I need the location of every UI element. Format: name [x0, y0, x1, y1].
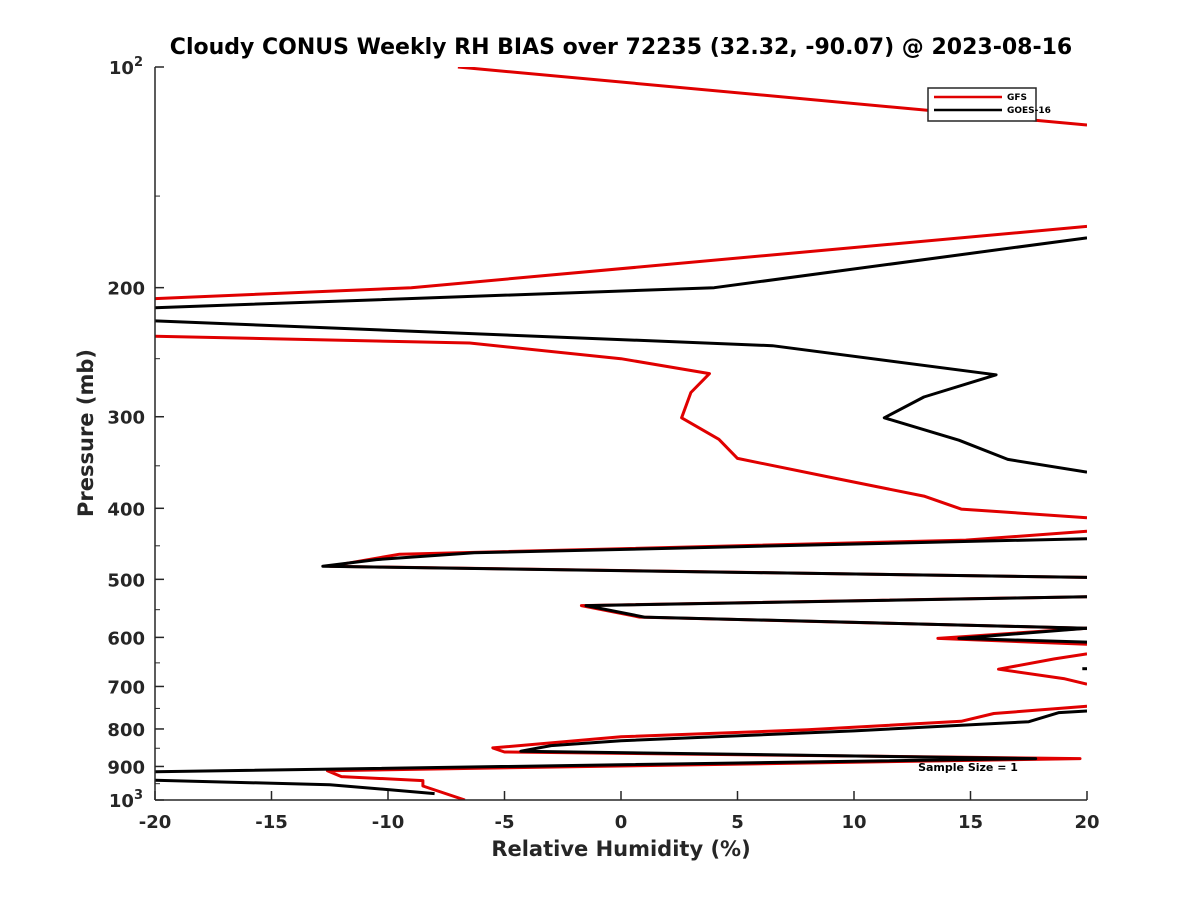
- x-tick-label: 15: [958, 812, 983, 833]
- y-tick-label: 500: [107, 570, 145, 591]
- x-tick-label: -10: [372, 812, 405, 833]
- legend-label-gfs: GFS: [1007, 93, 1027, 103]
- y-tick-label: 800: [107, 720, 145, 741]
- series-line-goes16-segment-7: [155, 778, 435, 796]
- series-line-goes16-segment-6: [155, 709, 1087, 774]
- y-tick-label: 900: [107, 757, 145, 778]
- legend-label-goes16: GOES-16: [1007, 106, 1051, 116]
- series-line-goes16-segment-2: [321, 537, 1087, 579]
- y-ticks: 102 200 300 400 500 600 700 800 900 103: [107, 55, 164, 812]
- series-line-goes16-segment-0: [155, 236, 1087, 310]
- series-line-goes16-segment-4: [957, 626, 1087, 644]
- x-tick-label: -5: [495, 812, 515, 833]
- series-line-goes16-segment-3: [584, 595, 1087, 630]
- legend: GFS GOES-16: [927, 87, 1051, 122]
- series-line-gfs-segment-6: [997, 652, 1087, 686]
- series-line-goes16-segment-1: [155, 319, 1087, 474]
- series-line-gfs-segment-1: [155, 224, 1087, 301]
- chart-title: Cloudy CONUS Weekly RH BIAS over 72235 (…: [170, 35, 1072, 60]
- y-axis-label: Pressure (mb): [74, 349, 98, 517]
- sample-size-annotation: Sample Size = 1: [918, 761, 1018, 774]
- series-line-gfs-segment-7: [325, 704, 1087, 800]
- x-tick-label: 10: [841, 812, 866, 833]
- y-tick-label: 103: [109, 788, 143, 812]
- x-tick-label: 5: [731, 812, 744, 833]
- y-tick-label: 600: [107, 628, 145, 649]
- x-tick-label: 20: [1074, 812, 1099, 833]
- y-tick-label: 700: [107, 677, 145, 698]
- x-axis-label: Relative Humidity (%): [491, 837, 750, 861]
- series-line-gfs-segment-2: [155, 334, 1087, 520]
- y-tick-label: 400: [107, 499, 145, 520]
- x-ticks: -20 -15 -10 -5 0 5 10 15 20: [139, 791, 1100, 833]
- y-tick-label: 102: [109, 55, 143, 79]
- x-tick-label: -15: [255, 812, 288, 833]
- x-tick-label: 0: [615, 812, 628, 833]
- series-group: [155, 67, 1087, 800]
- y-tick-label: 200: [107, 279, 145, 300]
- y-tick-label: 300: [107, 408, 145, 429]
- legend-box: [927, 87, 1037, 122]
- x-tick-label: -20: [139, 812, 172, 833]
